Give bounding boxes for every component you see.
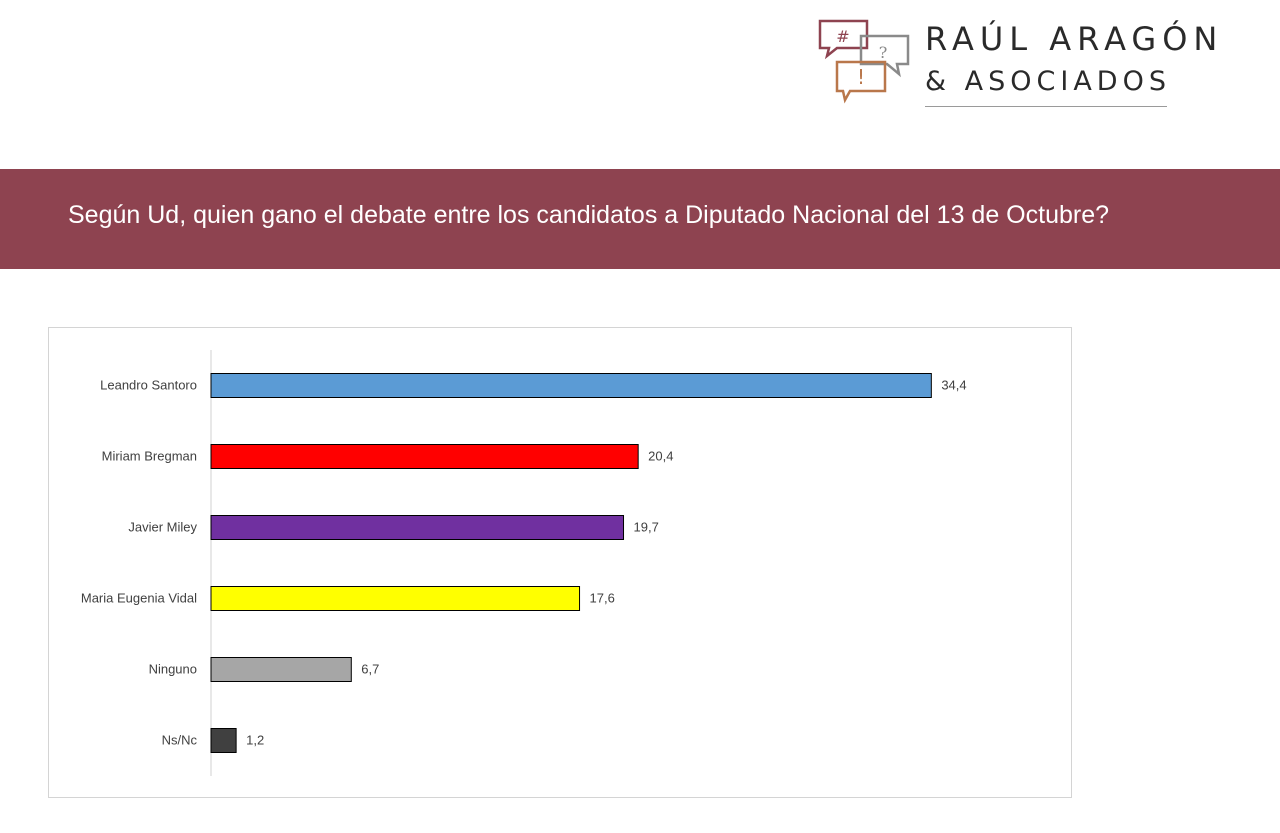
logo-bubble (859, 34, 910, 78)
bar (210, 657, 352, 682)
data-label: 6,7 (361, 662, 379, 677)
category-label: Leandro Santoro (100, 378, 197, 393)
bar (210, 373, 932, 398)
bar (210, 728, 237, 753)
speech-bubbles-icon: # ? ! (818, 19, 910, 104)
category-label: Ns/Nc (162, 733, 198, 748)
data-label: 19,7 (634, 520, 659, 535)
brand-divider (925, 106, 1167, 107)
brand-logo: # ? ! RAÚL ARAGÓN & ASOCIADOS (815, 18, 1265, 110)
data-label: 20,4 (648, 449, 673, 464)
category-label: Maria Eugenia Vidal (81, 591, 197, 606)
brand-tagline: & ASOCIADOS (925, 66, 1171, 97)
logo-glyph: # (836, 27, 849, 46)
logo-bubble (835, 60, 887, 104)
logo-glyph: ? (879, 43, 888, 62)
bar (210, 586, 581, 611)
chart-container: Leandro Santoro 34,4 Miriam Bregman 20,4 Jav… (48, 327, 1072, 798)
question-title: Según Ud, quien gano el debate entre los… (68, 201, 1110, 229)
logo-glyph: ! (857, 65, 865, 89)
bar (210, 444, 639, 469)
category-label: Miriam Bregman (102, 449, 197, 464)
bar-chart: Leandro Santoro 34,4 Miriam Bregman 20,4 Jav… (81, 350, 967, 776)
category-label: Ninguno (149, 662, 197, 677)
data-label: 1,2 (246, 733, 264, 748)
data-label: 17,6 (590, 591, 615, 606)
brand-name: RAÚL ARAGÓN (925, 20, 1224, 58)
bar (210, 515, 625, 540)
data-label: 34,4 (941, 378, 966, 393)
question-banner: Según Ud, quien gano el debate entre los… (0, 169, 1280, 269)
logo-bubble (818, 19, 869, 60)
category-label: Javier Miley (128, 520, 197, 535)
